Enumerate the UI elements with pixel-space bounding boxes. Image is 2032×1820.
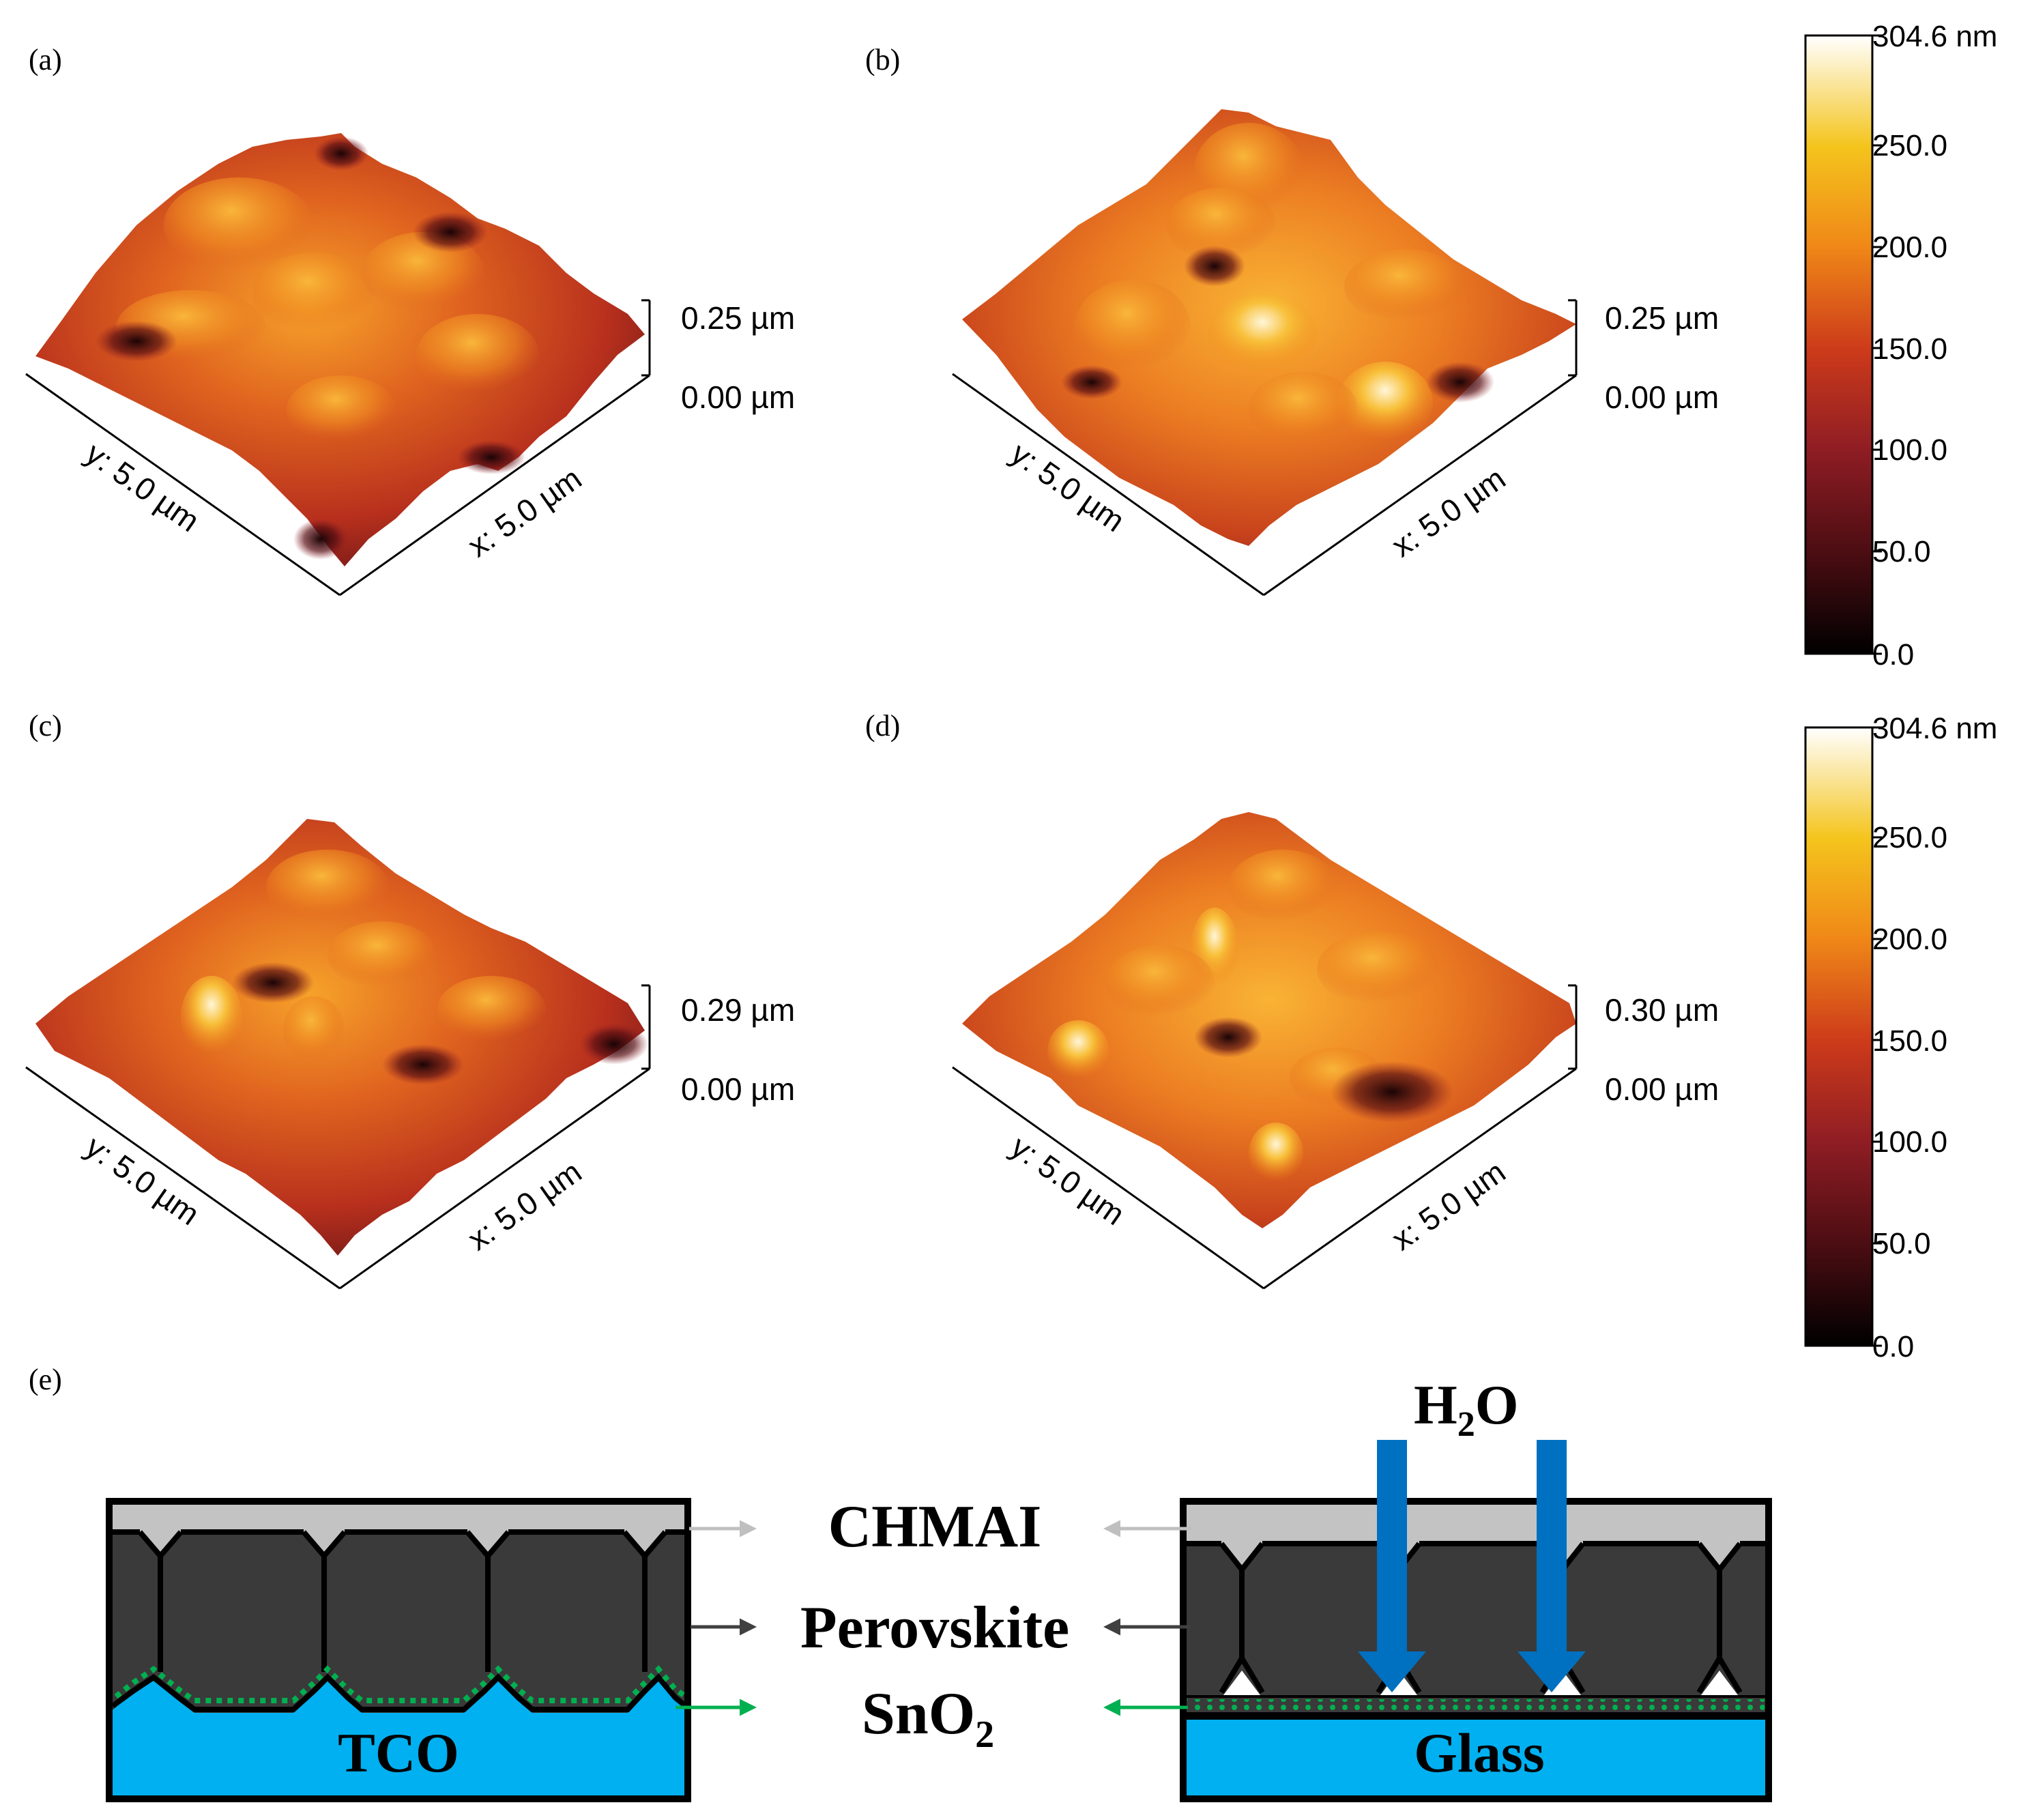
device-right-sno2-dots [1187, 1699, 1765, 1711]
panel-label-d: (d) [865, 709, 900, 742]
colorbar-top-max: 304.6 nm [1872, 20, 1997, 53]
layer-label-perovskite: Perovskite [800, 1595, 1069, 1661]
x-axis-label-c: x: 5.0 µm [461, 1154, 588, 1258]
colorbar-bottom-tick-200: 200.0 [1872, 923, 1947, 956]
colorbar-bottom-scale [1804, 726, 1874, 1347]
water-arrow-right [1537, 1440, 1567, 1651]
colorbar-top-tick-250: 250.0 [1872, 129, 1947, 162]
afm-surface-d [962, 812, 1576, 1228]
colorbar-bottom-tick-250: 250.0 [1872, 821, 1947, 854]
device-right: Glass H2O [1180, 1374, 1772, 1802]
afm-panel-b: (b) 0.25 µm 0.00 µm y: 5.0 µm x: 5.0 µm [865, 43, 1719, 596]
z-bottom-label-b: 0.00 µm [1605, 379, 1719, 415]
x-axis-label-d: x: 5.0 µm [1385, 1154, 1512, 1258]
colorbar-top-tick-50: 50.0 [1872, 535, 1931, 568]
water-arrow-left [1377, 1440, 1407, 1651]
colorbar-top-tick-200: 200.0 [1872, 231, 1947, 264]
colorbar-top-tick-150: 150.0 [1872, 332, 1947, 366]
panel-label-b: (b) [865, 43, 900, 76]
layer-label-sno2: SnO2 [862, 1681, 994, 1756]
device-right-chmai-layer [1183, 1501, 1769, 1570]
colorbar-top-tick-0: 0.0 [1872, 638, 1914, 671]
panel-label-c: (c) [29, 709, 62, 742]
schematic-panel-e: (e) TCO [29, 1363, 1772, 1802]
colorbar-bottom-max: 304.6 nm [1872, 712, 1997, 745]
panel-label-a: (a) [29, 43, 62, 76]
colorbar-bottom: 304.6 nm 250.0 200.0 150.0 100.0 50.0 0.… [1804, 712, 1997, 1363]
z-bottom-label-a: 0.00 µm [681, 379, 795, 415]
z-top-label-d: 0.30 µm [1605, 992, 1719, 1028]
afm-panel-c: (c) 0.29 µm 0.00 µm y: 5.0 µm x: 5.0 µm [25, 709, 795, 1290]
colorbar-bottom-tick-100: 100.0 [1872, 1125, 1947, 1159]
device-right-glass-layer [1183, 1717, 1769, 1799]
z-bottom-label-c: 0.00 µm [681, 1071, 795, 1107]
panel-label-e: (e) [29, 1363, 62, 1396]
z-bottom-label-d: 0.00 µm [1605, 1071, 1719, 1107]
afm-panel-d: (d) 0.30 µm 0.00 µm y: 5.0 µm x: 5.0 µm [865, 709, 1719, 1290]
colorbar-top-scale [1804, 34, 1874, 655]
z-top-label-a: 0.25 µm [681, 300, 795, 336]
water-arrows [1358, 1440, 1586, 1692]
device-left: TCO [106, 1498, 691, 1802]
z-top-label-b: 0.25 µm [1605, 300, 1719, 336]
colorbar-top-tick-100: 100.0 [1872, 433, 1947, 467]
x-axis-label-a: x: 5.0 µm [461, 461, 588, 564]
x-axis-label-b: x: 5.0 µm [1385, 461, 1512, 564]
device-left-chmai-layer [109, 1501, 688, 1556]
colorbar-bottom-tick-150: 150.0 [1872, 1024, 1947, 1058]
device-left-substrate-label: TCO [338, 1722, 459, 1784]
device-left-tco-layer [109, 1679, 688, 1799]
device-left-sno2-dots [114, 1665, 688, 1703]
z-top-label-c: 0.29 µm [681, 992, 795, 1028]
colorbar-bottom-tick-0: 0.0 [1872, 1330, 1914, 1363]
device-right-substrate-label: Glass [1414, 1722, 1544, 1784]
afm-panel-a: (a) 0.25 µm 0.00 µm y: 5.0 µm x: 5.0 µm [25, 43, 795, 596]
colorbar-top: 304.6 nm 250.0 200.0 150.0 100.0 50.0 0.… [1804, 20, 1997, 671]
water-label: H2O [1414, 1374, 1519, 1444]
colorbar-bottom-tick-50: 50.0 [1872, 1227, 1931, 1260]
layer-label-chmai: CHMAI [828, 1494, 1042, 1560]
